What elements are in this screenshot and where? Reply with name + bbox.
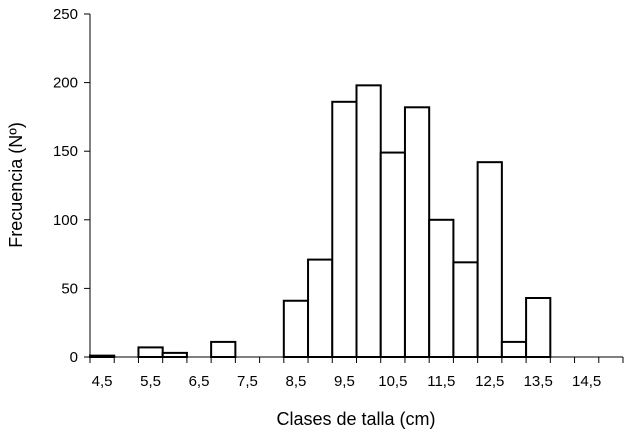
x-tick-label: 13,5	[524, 373, 553, 390]
y-tick-label: 50	[61, 280, 78, 297]
bars-group	[89, 84, 552, 359]
y-tick-label: 0	[70, 349, 78, 366]
histogram-bar	[137, 346, 164, 358]
x-tick-label: 14,5	[572, 373, 601, 390]
x-tick-label: 11,5	[427, 373, 455, 390]
histogram-bar	[476, 161, 503, 358]
x-tick-label: 10,5	[378, 373, 407, 390]
histogram-bar	[282, 299, 310, 358]
x-tick-label: 5,5	[140, 373, 161, 390]
histogram-bar	[161, 351, 188, 359]
histogram-bar	[452, 261, 479, 358]
y-tick-label: 250	[53, 6, 78, 23]
histogram-bar	[525, 297, 552, 358]
histogram-bar	[428, 218, 455, 358]
x-ticks-group: 4,5 5,5 6,5 7,5 8,5 9,5 10,5 11,5 12,5 13,5 14,5	[89, 357, 624, 390]
x-tick-label: 12,5	[475, 373, 504, 390]
x-axis-title: Clases de talla (cm)	[276, 409, 435, 429]
histogram-bar	[307, 258, 334, 359]
histogram-bar	[379, 151, 406, 358]
x-tick-label: 8,5	[286, 373, 307, 390]
histogram-bar	[210, 340, 237, 358]
y-axis-title: Frecuencia (Nº)	[6, 122, 26, 248]
histogram-bar	[331, 100, 358, 358]
y-tick-label: 200	[53, 75, 78, 92]
x-tick-label: 6,5	[189, 373, 210, 390]
x-tick-label: 7,5	[237, 373, 258, 390]
x-tick-label: 4,5	[92, 373, 113, 390]
histogram-bar	[355, 84, 382, 359]
y-tick-label: 150	[53, 143, 78, 160]
histogram-bar	[403, 106, 431, 358]
x-tick-label: 9,5	[334, 373, 355, 390]
y-tick-label: 100	[53, 212, 78, 229]
y-ticks-group: 0 50 100 150 200 250	[53, 6, 90, 366]
histogram-bar	[500, 340, 528, 358]
